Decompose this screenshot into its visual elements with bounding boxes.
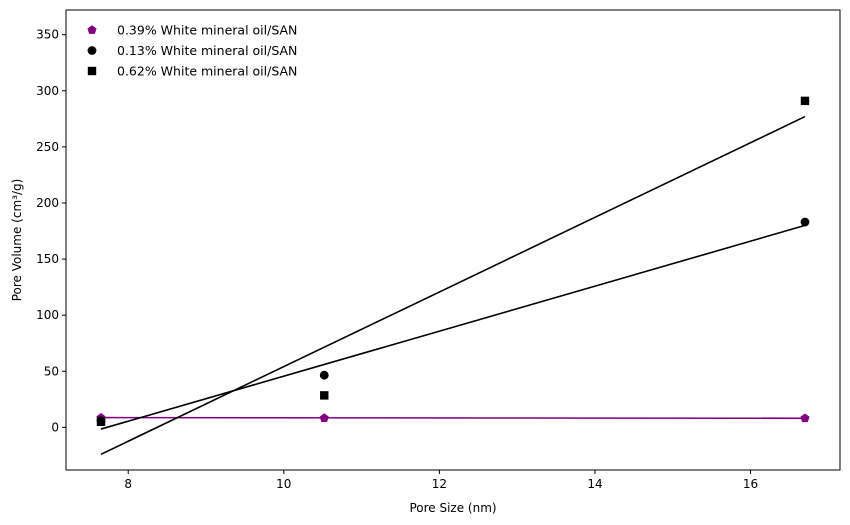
data-point-series-3 (800, 96, 810, 106)
y-tick-label: 350 (36, 28, 59, 42)
plot-area (65, 9, 841, 471)
x-tick-label: 8 (124, 477, 132, 491)
y-tick-label: 150 (36, 252, 59, 266)
y-tick-label: 0 (51, 420, 59, 434)
legend-label-3: 0.62% White mineral oil/SAN (117, 64, 297, 79)
y-tick-label: 250 (36, 140, 59, 154)
legend: 0.39% White mineral oil/SAN 0.13% White m… (87, 23, 297, 79)
y-axis-label: Pore Volume (cm³/g) (10, 179, 24, 302)
x-tick-label: 12 (432, 477, 447, 491)
data-point-series-2 (800, 217, 810, 227)
legend-label-1: 0.39% White mineral oil/SAN (117, 23, 297, 38)
legend-marker-1 (87, 25, 97, 34)
data-point-series-1 (319, 413, 329, 422)
data-points (96, 96, 810, 426)
fit-line-1 (101, 416, 805, 420)
data-point-series-3 (96, 417, 106, 426)
fit-lines (100, 115, 806, 456)
data-point-series-2 (319, 370, 329, 380)
legend-label-2: 0.13% White mineral oil/SAN (117, 43, 297, 58)
x-tick-label: 16 (743, 477, 758, 491)
data-point-series-1 (800, 413, 810, 423)
data-point-series-3 (320, 391, 329, 400)
fit-line-3 (100, 115, 806, 456)
y-tick-label: 200 (36, 196, 59, 210)
legend-marker-2 (87, 46, 97, 55)
y-axis: 0 50 100 150 200 250 300 350 (36, 28, 66, 434)
x-tick-label: 14 (587, 477, 602, 491)
x-axis-label: Pore Size (nm) (409, 501, 496, 515)
legend-marker-3 (87, 66, 97, 76)
x-tick-label: 10 (276, 477, 291, 491)
fit-line-2 (100, 224, 806, 430)
x-axis: 8 10 12 14 16 (124, 470, 758, 491)
y-tick-label: 100 (36, 308, 59, 322)
y-tick-label: 50 (44, 364, 59, 378)
y-tick-label: 300 (36, 84, 59, 98)
